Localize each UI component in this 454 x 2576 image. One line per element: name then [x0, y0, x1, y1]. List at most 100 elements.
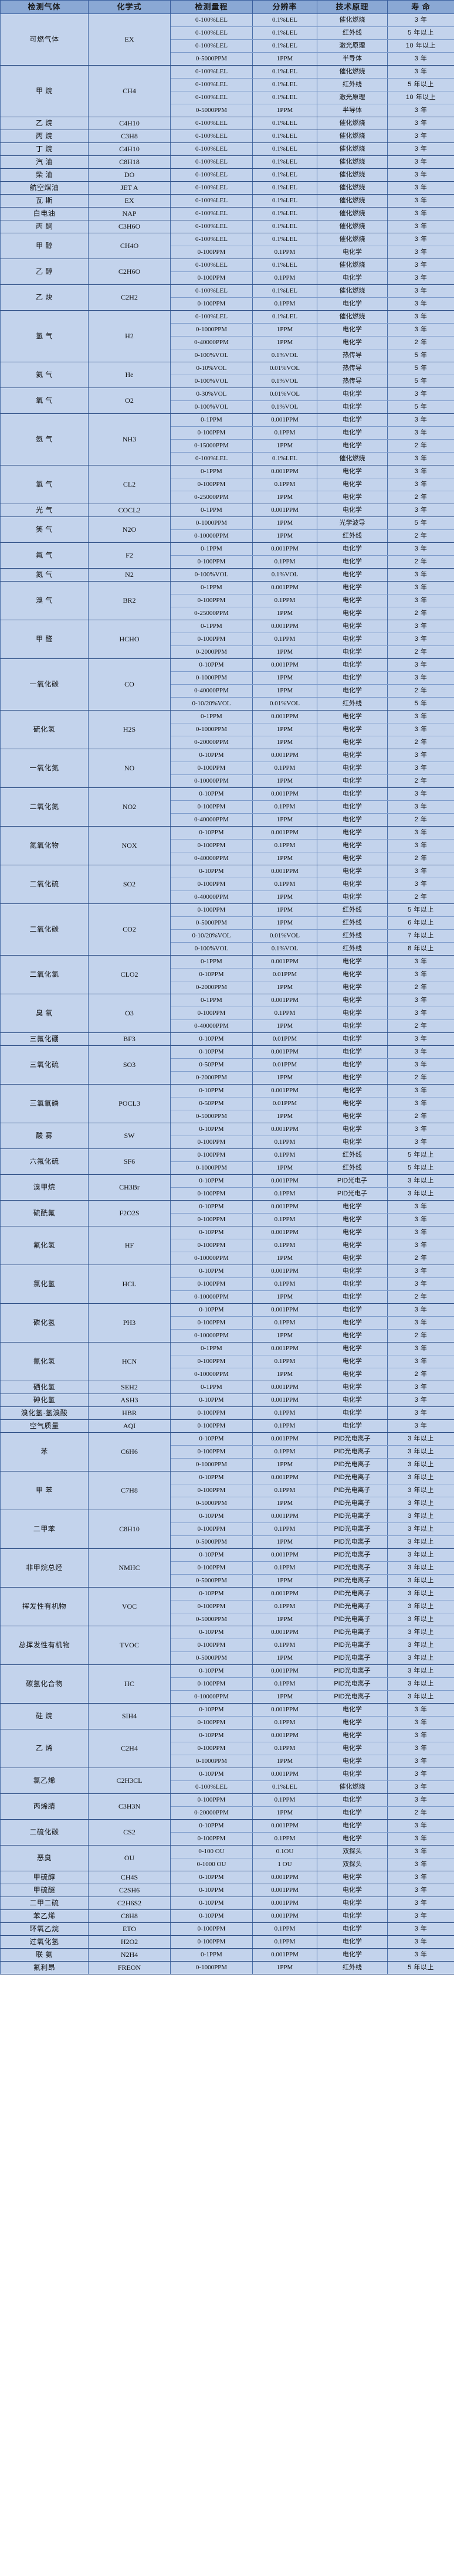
cell-detection-range: 0-100PPM — [170, 1639, 253, 1652]
cell-technology: 热传导 — [317, 349, 388, 362]
cell-resolution: 0.1%LEL — [252, 91, 317, 104]
cell-resolution: 0.1PPM — [252, 1316, 317, 1330]
cell-chemical-formula: NMHC — [88, 1548, 171, 1588]
cell-chemical-formula: N2O — [88, 516, 171, 543]
cell-detection-range: 0-5000PPM — [170, 104, 253, 117]
cell-gas-name: 苯 — [0, 1432, 89, 1471]
cell-gas-name: 二甲二硫 — [0, 1897, 89, 1910]
cell-chemical-formula: C3H8 — [88, 130, 171, 143]
cell-resolution: 1PPM — [252, 736, 317, 749]
cell-lifetime: 3 年 — [387, 181, 454, 195]
cell-gas-name: 碳氢化合物 — [0, 1664, 89, 1704]
cell-lifetime: 3 年以上 — [387, 1471, 454, 1484]
cell-lifetime: 3 年 — [387, 1226, 454, 1239]
table-row: 甲硫醇 CH4S 0-10PPM 0.001PPM 电化学 3 年 — [0, 1871, 454, 1884]
cell-technology: 电化学 — [317, 994, 388, 1007]
cell-resolution: 0.1PPM — [252, 1213, 317, 1226]
cell-lifetime: 3 年 — [387, 1303, 454, 1317]
cell-lifetime: 5 年以上 — [387, 26, 454, 40]
cell-lifetime: 2 年 — [387, 981, 454, 994]
cell-technology: 电化学 — [317, 1226, 388, 1239]
cell-lifetime: 2 年 — [387, 1019, 454, 1033]
cell-resolution: 0.001PPM — [252, 1303, 317, 1317]
table-row: 0-5000PPM 1PPM PID光电离子 3 年以上 — [1, 1497, 454, 1510]
cell-detection-range: 0-10000PPM — [170, 1252, 253, 1265]
table-row: 0-100PPM 0.1PPM 电化学 3 年 — [1, 1007, 454, 1020]
cell-detection-range: 0-10PPM — [170, 1265, 253, 1278]
table-row: 0-1000PPM 1PPM 电化学 3 年 — [1, 671, 454, 685]
cell-gas-name: 二氧化氯 — [0, 955, 89, 994]
cell-chemical-formula: C6H6 — [88, 1432, 171, 1471]
cell-lifetime: 3 年以上 — [387, 1561, 454, 1575]
cell-lifetime: 5 年以上 — [387, 78, 454, 91]
table-row: 白电油 NAP 0-100%LEL 0.1%LEL 催化燃烧 3 年 — [0, 207, 454, 220]
table-row: 过氧化氢 H2O2 0-100PPM 0.1PPM 电化学 3 年 — [0, 1935, 454, 1949]
cell-technology: 电化学 — [317, 968, 388, 981]
cell-resolution: 0.1%LEL — [252, 220, 317, 233]
cell-resolution: 0.001PPM — [252, 826, 317, 840]
cell-resolution: 0.001PPM — [252, 1045, 317, 1059]
table-row: 0-10000PPM 1PPM PID光电离子 3 年以上 — [1, 1690, 454, 1704]
cell-detection-range: 0-10PPM — [170, 1045, 253, 1059]
cell-detection-range: 0-100PPM — [170, 800, 253, 814]
cell-lifetime: 3 年 — [387, 13, 454, 27]
cell-resolution: 1PPM — [252, 723, 317, 736]
cell-lifetime: 3 年以上 — [387, 1484, 454, 1497]
table-row: 酸 雾 SW 0-10PPM 0.001PPM 电化学 3 年 — [0, 1123, 454, 1149]
cell-technology: PID光电离子 — [317, 1613, 388, 1626]
cell-technology: 电化学 — [317, 1793, 388, 1807]
cell-resolution: 1PPM — [252, 671, 317, 685]
table-row: 甲 苯 C7H8 0-10PPM 0.001PPM PID光电离子 3 年以上 — [0, 1471, 454, 1510]
cell-detection-range: 0-5000PPM — [170, 1535, 253, 1549]
cell-lifetime: 3 年以上 — [387, 1432, 454, 1446]
cell-gas-name: 氯 气 — [0, 465, 89, 504]
cell-detection-range: 0-10PPM — [170, 1909, 253, 1923]
table-row: 0-100PPM 0.1PPM PID光电离子 3 年以上 — [1, 1523, 454, 1536]
cell-detection-range: 0-20000PPM — [170, 1806, 253, 1820]
table-row: 瓦 斯 EX 0-100%LEL 0.1%LEL 催化燃烧 3 年 — [0, 194, 454, 208]
cell-detection-range: 0-100PPM — [170, 1523, 253, 1536]
table-row: 丙烯腈 C3H3N 0-100PPM 0.1PPM 电化学 3 年 — [0, 1793, 454, 1820]
cell-resolution: 1PPM — [252, 529, 317, 543]
cell-resolution: 0.1PPM — [252, 633, 317, 646]
cell-resolution: 0.1PPM — [252, 1239, 317, 1252]
cell-resolution: 0.1PPM — [252, 1406, 317, 1420]
cell-lifetime: 3 年 — [387, 142, 454, 156]
cell-lifetime: 2 年 — [387, 1110, 454, 1123]
cell-detection-range: 0-10PPM — [170, 1432, 253, 1446]
cell-detection-range: 0-20000PPM — [170, 736, 253, 749]
cell-detection-range: 0-100PPM — [170, 1600, 253, 1613]
cell-chemical-formula: NOX — [88, 826, 171, 865]
cell-technology: 红外线 — [317, 942, 388, 956]
cell-lifetime: 3 年 — [387, 52, 454, 66]
table-row: 挥发性有机物 VOC 0-10PPM 0.001PPM PID光电离子 3 年以上 — [0, 1587, 454, 1626]
table-row: 0-1000PPM 1PPM 红外线 5 年以上 — [1, 1161, 454, 1175]
cell-lifetime: 3 年 — [387, 65, 454, 79]
table-row: 硫化氢 H2S 0-1PPM 0.001PPM 电化学 3 年 — [0, 710, 454, 749]
cell-lifetime: 3 年以上 — [387, 1677, 454, 1691]
cell-detection-range: 0-40000PPM — [170, 336, 253, 349]
cell-technology: PID光电离子 — [317, 1561, 388, 1575]
cell-detection-range: 0-100%LEL — [170, 142, 253, 156]
cell-detection-range: 0-100 OU — [170, 1845, 253, 1858]
cell-gas-name: 白电油 — [0, 207, 89, 220]
cell-detection-range: 0-25000PPM — [170, 607, 253, 620]
cell-gas-name: 氟 气 — [0, 542, 89, 569]
cell-lifetime: 2 年 — [387, 1329, 454, 1343]
cell-lifetime: 3 年 — [387, 1419, 454, 1433]
cell-technology: 电化学 — [317, 658, 388, 672]
cell-detection-range: 0-1000 OU — [170, 1858, 253, 1871]
cell-technology: 电化学 — [317, 1703, 388, 1717]
table-row: 0-1000PPM 1PPM 电化学 3 年 — [1, 723, 454, 736]
cell-resolution: 1PPM — [252, 52, 317, 66]
cell-resolution: 1PPM — [252, 516, 317, 530]
table-row: 硅 烷 SIH4 0-10PPM 0.001PPM 电化学 3 年 — [0, 1703, 454, 1729]
cell-detection-range: 0-40000PPM — [170, 1019, 253, 1033]
cell-detection-range: 0-10PPM — [170, 1548, 253, 1562]
cell-technology: 催化燃烧 — [317, 117, 388, 130]
cell-detection-range: 0-10PPM — [170, 1200, 253, 1214]
cell-resolution: 0.1%LEL — [252, 1780, 317, 1794]
cell-detection-range: 0-100%LEL — [170, 168, 253, 182]
cell-lifetime: 3 年 — [387, 246, 454, 259]
cell-detection-range: 0-100PPM — [170, 426, 253, 440]
